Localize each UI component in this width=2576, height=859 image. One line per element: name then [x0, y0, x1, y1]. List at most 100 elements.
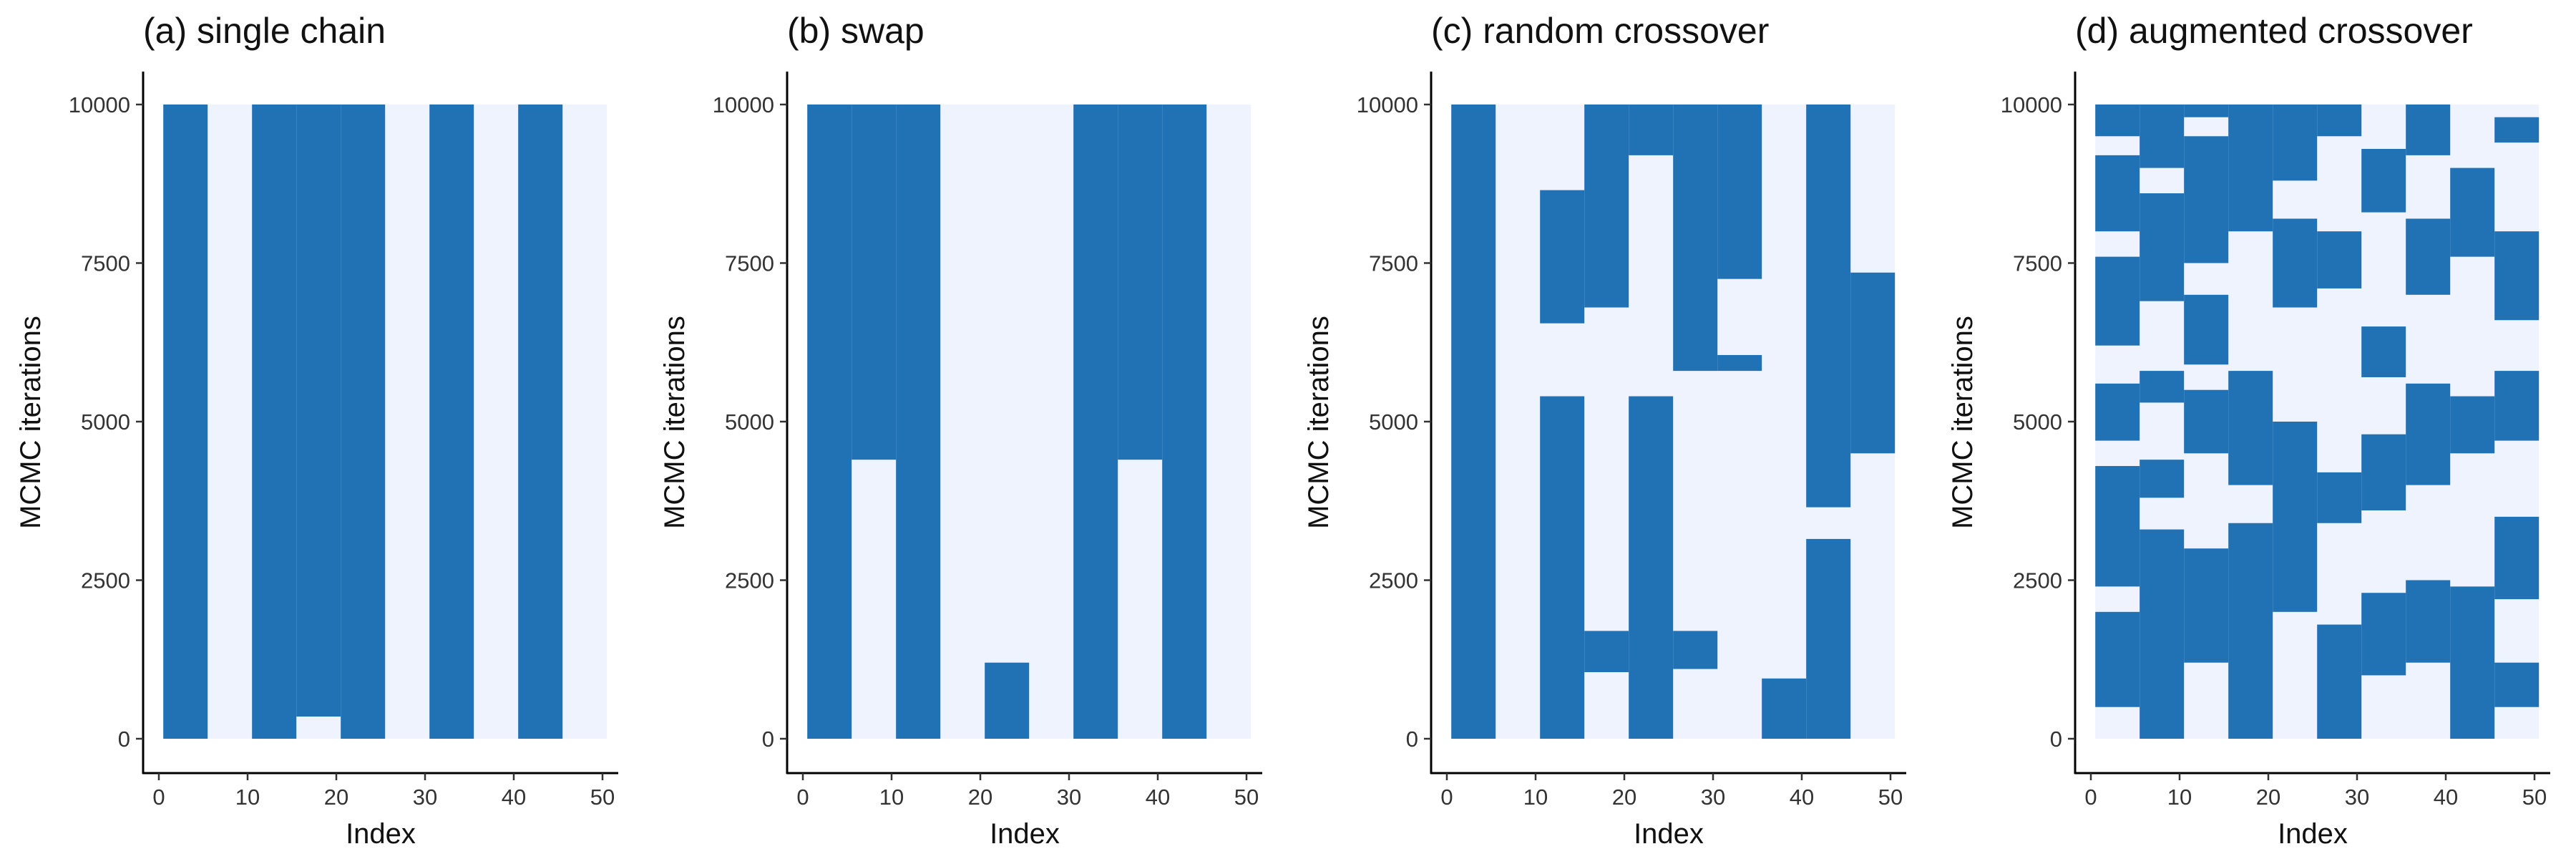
heatmap-cell [2184, 548, 2229, 663]
heatmap-cell [1540, 396, 1585, 739]
heatmap-cell [1629, 396, 1674, 739]
heatmap-cell [2273, 105, 2318, 181]
y-axis-title: MCMC iterations [659, 316, 691, 529]
heatmap-cell [2228, 371, 2273, 485]
x-tick-label: 10 [1523, 785, 1548, 810]
y-tick-label: 0 [1406, 727, 1418, 752]
x-tick-label: 20 [324, 785, 348, 810]
y-tick-label: 10000 [2001, 92, 2062, 117]
x-tick-label: 0 [152, 785, 165, 810]
heatmap-cell [1806, 538, 1851, 739]
x-axis-title: Index [990, 818, 1060, 850]
x-tick-label: 30 [1701, 785, 1725, 810]
heatmap-cell [2095, 155, 2140, 232]
heatmap-cell [2406, 105, 2451, 155]
heatmap-cell [807, 105, 852, 739]
heatmap-cell [2184, 136, 2229, 263]
heatmap-cell [2450, 396, 2495, 454]
heatmap-cell [1673, 631, 1718, 669]
heatmap-cell [1584, 631, 1629, 672]
y-tick-label: 2500 [1369, 568, 1418, 593]
chart-panel-1: (a) single chain 0 2500 5000 7500 10000 0 10 20 3… [15, 11, 618, 850]
x-tick-label: 0 [1440, 785, 1453, 810]
heatmap-cell [429, 105, 474, 739]
y-tick-label: 10000 [1357, 92, 1418, 117]
heatmap-cell [341, 105, 386, 739]
chart-title: (a) single chain [143, 11, 386, 51]
chart-title: (d) augmented crossover [2075, 11, 2473, 51]
heatmap-cell [163, 105, 208, 739]
x-tick-label: 40 [1146, 785, 1170, 810]
x-tick-label: 30 [1057, 785, 1081, 810]
x-tick-label: 0 [2084, 785, 2097, 810]
heatmap-cell [985, 662, 1030, 739]
heatmap-cell [2095, 383, 2140, 441]
y-tick-label: 7500 [81, 251, 130, 276]
x-tick-label: 20 [968, 785, 992, 810]
y-tick-label: 5000 [1369, 409, 1418, 435]
x-axis-title: Index [346, 818, 416, 850]
heatmap-cell [1629, 105, 1674, 155]
x-tick-label: 10 [2167, 785, 2192, 810]
x-tick-label: 20 [2256, 785, 2280, 810]
heatmap-cell [896, 105, 941, 739]
heatmap-cell [2184, 105, 2229, 117]
heatmap-cell [1673, 105, 1718, 372]
heatmap-cell [2317, 472, 2362, 523]
heatmap-cell [1451, 105, 1496, 739]
chart-title: (b) swap [787, 11, 924, 51]
heatmap-cell [252, 105, 297, 739]
heatmap-cell [2317, 231, 2362, 288]
y-tick-label: 5000 [2013, 409, 2062, 435]
x-tick-label: 40 [1790, 785, 1814, 810]
heatmap-cell [2140, 371, 2185, 403]
heatmap-cell [2361, 326, 2406, 377]
heatmap-cell [2095, 105, 2140, 137]
heatmap-cell [2228, 523, 2273, 739]
y-tick-label: 0 [118, 727, 130, 752]
y-axis-title: MCMC iterations [1947, 316, 1979, 529]
heatmap-cell [2095, 256, 2140, 346]
heatmap-cell [1850, 272, 1896, 454]
heatmap-cell [2273, 218, 2318, 308]
heatmap-cell [2140, 529, 2185, 739]
heatmap-cell [2406, 218, 2451, 295]
heatmap-cell [2450, 586, 2495, 739]
heatmap-cell [1162, 105, 1207, 739]
heatmap-cell [852, 105, 897, 460]
y-axis-title: MCMC iterations [15, 316, 47, 529]
y-tick-label: 5000 [81, 409, 130, 435]
heatmap-cell [296, 105, 341, 717]
heatmap-cell [1073, 105, 1118, 739]
heatmap-cell [1118, 105, 1163, 460]
heatmap-cell [2494, 117, 2540, 143]
heatmap-cell [2406, 580, 2451, 663]
y-axis-title: MCMC iterations [1303, 316, 1335, 529]
heatmap-cell [2140, 105, 2185, 168]
heatmap-cell [2494, 516, 2540, 600]
heatmap-cell [2317, 624, 2362, 739]
y-tick-label: 5000 [725, 409, 774, 435]
heatmap-cell [2184, 389, 2229, 454]
y-tick-label: 7500 [2013, 251, 2062, 276]
y-tick-label: 2500 [725, 568, 774, 593]
x-axis-title: Index [1634, 818, 1704, 850]
chart-panel-4: (d) augmented crossover 0 2500 5000 7500 1000… [1947, 11, 2550, 850]
heatmap-cell [1584, 105, 1629, 308]
heatmap-cell [2095, 611, 2140, 707]
y-tick-label: 10000 [713, 92, 774, 117]
x-tick-label: 0 [796, 785, 809, 810]
x-tick-label: 50 [1234, 785, 1259, 810]
x-tick-label: 40 [2434, 785, 2458, 810]
heatmap-cell [518, 105, 563, 739]
y-tick-label: 0 [2050, 727, 2062, 752]
heatmap-cell [2273, 422, 2318, 612]
x-tick-label: 50 [590, 785, 615, 810]
heatmap-cell [2361, 149, 2406, 213]
heatmap-cell [2406, 383, 2451, 485]
x-tick-label: 50 [2522, 785, 2547, 810]
heatmap-cell [1540, 190, 1585, 324]
y-tick-label: 10000 [69, 92, 130, 117]
heatmap-cell [2228, 105, 2273, 232]
